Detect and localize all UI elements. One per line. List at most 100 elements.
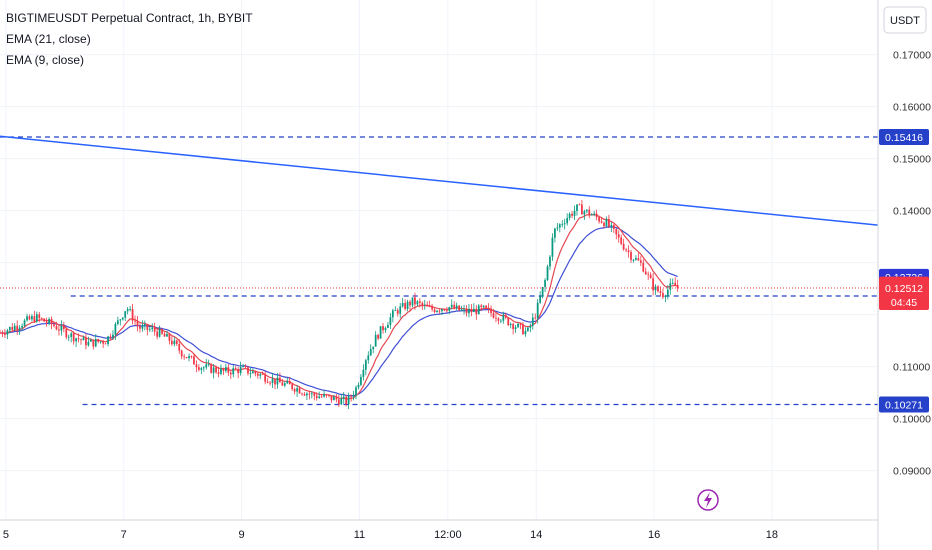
- candle-body: [394, 310, 397, 311]
- candle: [80, 338, 82, 345]
- candle: [65, 327, 68, 340]
- candle-body: [306, 393, 308, 396]
- candle-body: [242, 366, 244, 368]
- time-tick-label: 14: [530, 529, 542, 541]
- candle: [600, 217, 603, 224]
- candle-body: [247, 366, 249, 374]
- candle: [306, 391, 308, 401]
- candle: [576, 204, 578, 216]
- legend-ema-9[interactable]: EMA (9, close): [6, 53, 84, 67]
- candle: [271, 373, 274, 389]
- candle: [256, 372, 259, 379]
- candle-body: [524, 330, 527, 335]
- candle-body: [458, 305, 461, 311]
- candle-body: [625, 249, 627, 251]
- candle-body: [512, 323, 515, 330]
- candle: [97, 338, 100, 344]
- candle-body: [438, 310, 441, 312]
- legend-ema-21[interactable]: EMA (21, close): [6, 32, 91, 46]
- candle: [433, 307, 436, 314]
- price-badge-2-label: 0.12512: [885, 283, 923, 295]
- chart-title[interactable]: BIGTIMEUSDT Perpetual Contract, 1h, BYBI…: [6, 11, 253, 25]
- candle: [595, 209, 598, 221]
- trend-line-group[interactable]: [0, 135, 879, 226]
- candle-body: [143, 324, 146, 326]
- candle-body: [227, 367, 230, 373]
- candle-body: [274, 378, 276, 385]
- candle: [102, 339, 105, 349]
- candle-body: [499, 320, 502, 322]
- candle: [92, 339, 95, 350]
- candle-body: [23, 320, 26, 326]
- candle-body: [367, 355, 370, 361]
- candle-body: [448, 307, 451, 311]
- candle: [674, 277, 677, 286]
- candle: [534, 313, 537, 320]
- candle: [377, 333, 379, 341]
- candle-body: [529, 325, 532, 328]
- candle: [342, 392, 345, 404]
- currency-button[interactable]: USDT: [883, 6, 927, 34]
- candle-body: [168, 333, 171, 341]
- candle-body: [507, 317, 510, 326]
- lightning-icon[interactable]: [697, 489, 719, 511]
- candle: [325, 393, 328, 398]
- candle: [539, 291, 542, 304]
- time-tick-label: 7: [121, 529, 127, 541]
- candle: [60, 320, 63, 336]
- candle: [509, 322, 512, 329]
- candle: [676, 279, 679, 292]
- candle: [131, 303, 134, 325]
- trend-line[interactable]: [0, 135, 879, 226]
- candle-body: [595, 213, 598, 218]
- candle-body: [468, 309, 470, 314]
- candle-body: [399, 306, 402, 314]
- candle-body: [406, 301, 409, 309]
- price-axis-ticks: 0.17000 0.16000 0.15000 0.14000 0.11000 0.100…: [893, 50, 931, 478]
- candle-body: [642, 262, 645, 272]
- candle-body: [249, 373, 252, 375]
- candle: [519, 323, 522, 330]
- candle-body: [568, 213, 571, 219]
- candle-body: [445, 310, 448, 312]
- candle-body: [40, 317, 43, 319]
- candle-body: [188, 356, 190, 359]
- candle: [139, 323, 141, 333]
- candle-body: [590, 214, 593, 216]
- candle: [161, 328, 163, 335]
- candle-body: [193, 356, 195, 365]
- candle-body: [116, 320, 119, 324]
- candle-body: [239, 366, 242, 374]
- candle-body: [18, 327, 21, 330]
- ema-21-line: [0, 226, 678, 397]
- candle-body: [205, 364, 208, 368]
- candle: [477, 304, 480, 315]
- candle: [38, 311, 41, 323]
- candle-body: [485, 305, 488, 308]
- candle-body: [470, 309, 473, 313]
- candle: [421, 301, 424, 310]
- candle-body: [97, 339, 100, 342]
- candle: [70, 331, 73, 343]
- candle: [652, 272, 654, 296]
- candle-body: [566, 218, 569, 224]
- candle: [4, 329, 6, 338]
- candle-body: [492, 313, 495, 318]
- candle-body: [43, 318, 46, 322]
- candle: [286, 377, 289, 385]
- hline-badge-0-label: 0.15416: [885, 132, 923, 144]
- candle: [441, 308, 443, 316]
- candle: [16, 320, 19, 335]
- candle: [301, 392, 303, 396]
- candle-body: [517, 323, 519, 328]
- lightning-icon-bolt: [704, 492, 712, 508]
- price-badge-2-countdown: 04:45: [891, 297, 917, 309]
- candle: [497, 317, 500, 325]
- candle: [423, 299, 426, 310]
- candle: [335, 394, 338, 403]
- candle-body: [433, 309, 436, 313]
- candle: [28, 314, 31, 321]
- candle: [635, 255, 637, 261]
- candle: [136, 316, 139, 332]
